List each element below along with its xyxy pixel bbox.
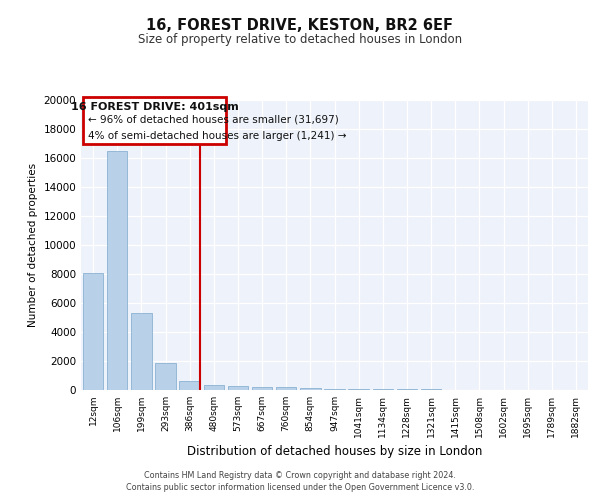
Bar	[155, 363, 176, 390]
Bar	[300, 388, 320, 390]
Bar	[107, 151, 127, 390]
Bar	[276, 388, 296, 390]
Bar	[373, 389, 393, 390]
Bar	[131, 313, 152, 390]
Text: Size of property relative to detached houses in London: Size of property relative to detached ho…	[138, 32, 462, 46]
Text: 16 FOREST DRIVE: 401sqm: 16 FOREST DRIVE: 401sqm	[71, 102, 238, 112]
X-axis label: Distribution of detached houses by size in London: Distribution of detached houses by size …	[187, 446, 482, 458]
Bar	[203, 385, 224, 390]
Bar	[324, 388, 345, 390]
Bar	[252, 387, 272, 390]
Text: ← 96% of detached houses are smaller (31,697): ← 96% of detached houses are smaller (31…	[88, 114, 338, 124]
Y-axis label: Number of detached properties: Number of detached properties	[28, 163, 38, 327]
FancyBboxPatch shape	[83, 97, 226, 144]
Bar	[179, 380, 200, 390]
Text: Contains HM Land Registry data © Crown copyright and database right 2024.
Contai: Contains HM Land Registry data © Crown c…	[126, 471, 474, 492]
Bar	[227, 386, 248, 390]
Bar	[83, 272, 103, 390]
Bar	[349, 389, 369, 390]
Text: 16, FOREST DRIVE, KESTON, BR2 6EF: 16, FOREST DRIVE, KESTON, BR2 6EF	[146, 18, 454, 32]
Text: 4% of semi-detached houses are larger (1,241) →: 4% of semi-detached houses are larger (1…	[88, 131, 346, 141]
